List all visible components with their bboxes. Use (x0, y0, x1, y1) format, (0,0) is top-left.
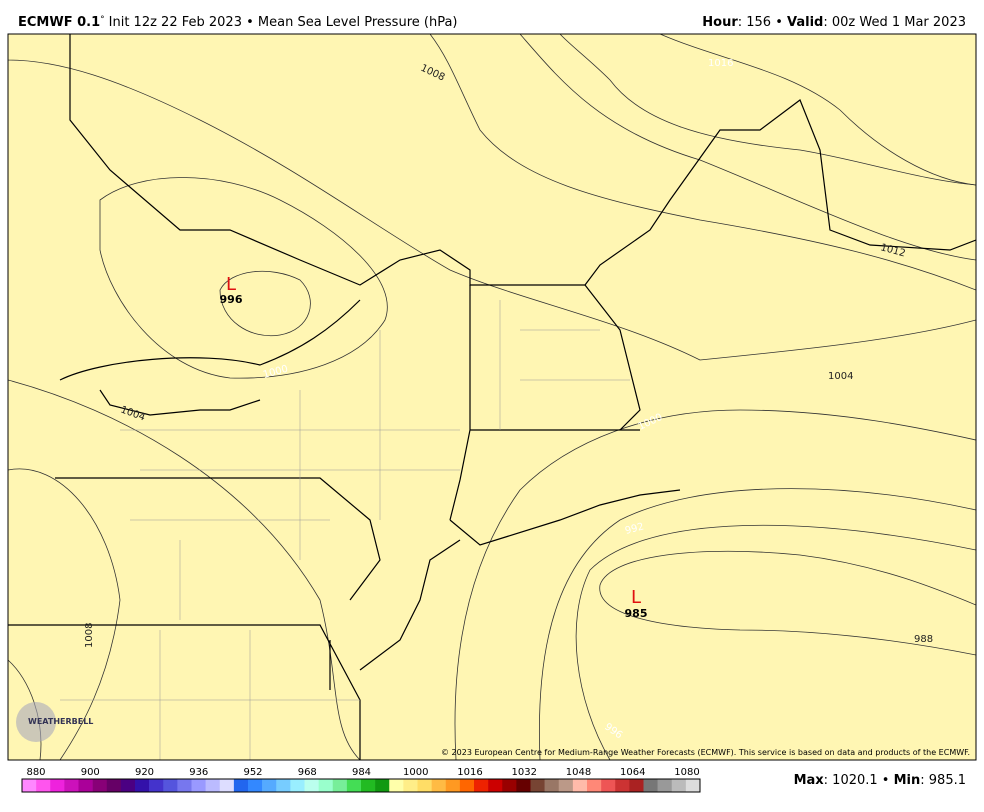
colorbar-swatch (375, 779, 390, 792)
colorbar-swatch (36, 779, 51, 792)
colorbar-swatch (361, 779, 376, 792)
colorbar-swatch (177, 779, 192, 792)
colorbar-swatch (615, 779, 630, 792)
map-frame (7, 33, 977, 761)
colorbar-swatch (120, 779, 136, 792)
colorbar-swatch (22, 779, 37, 792)
valid-key: Valid (787, 15, 823, 30)
hour-val: : 156 • (738, 15, 787, 30)
colorbar: 880 900 920 936 952 968 984 1000 1016 1032 1048 106… (21, 767, 701, 793)
colorbar-swatch (445, 779, 461, 792)
map (8, 34, 976, 760)
colorbar-swatch (459, 779, 475, 792)
colorbar-swatch (290, 779, 305, 792)
max-val: : 1020.1 • (824, 773, 894, 788)
colorbar-swatch (431, 779, 447, 792)
colorbar-swatch (163, 779, 178, 792)
header-left: ECMWF 0.1° Init 12z 22 Feb 2023 • Mean Se… (18, 15, 458, 30)
degree: ° (100, 15, 105, 25)
colorbar-swatch (346, 779, 362, 792)
colorbar-swatch (78, 779, 93, 792)
colorbar-swatch (629, 779, 644, 792)
contour-label: 992 (624, 521, 645, 537)
min-val: : 985.1 (920, 773, 966, 788)
logo: WEATHERBELL (28, 717, 93, 726)
colorbar-label: 1064 (620, 767, 645, 778)
model: ECMWF 0.1 (18, 15, 100, 30)
colorbar-swatch (530, 779, 545, 792)
colorbar-label: 1048 (566, 767, 591, 778)
colorbar-swatch (671, 779, 687, 792)
colorbar-swatch (191, 779, 206, 792)
colorbar-swatch (149, 779, 164, 792)
colorbar-swatch (516, 779, 531, 792)
colorbar-label: 920 (135, 767, 154, 778)
min-key: Min (894, 773, 921, 788)
colorbar-swatch (205, 779, 221, 792)
low-symbol: L (631, 587, 641, 608)
max-key: Max (794, 773, 825, 788)
colorbar-swatch (262, 779, 277, 792)
colorbar-label: 1000 (403, 767, 428, 778)
colorbar-swatch (106, 779, 122, 792)
colorbar-swatch (417, 779, 432, 792)
colorbar-swatch (572, 779, 588, 792)
colorbar-swatch (544, 779, 560, 792)
colorbar-swatch (50, 779, 65, 792)
colorbar-swatch (643, 779, 658, 792)
colorbar-label: 1016 (457, 767, 482, 778)
colorbar-label: 936 (189, 767, 208, 778)
low-value: 985 (625, 607, 648, 620)
colorbar-label: 900 (81, 767, 100, 778)
colorbar-label: 880 (26, 767, 45, 778)
contour-label: 988 (914, 634, 933, 645)
colorbar-label: 1032 (512, 767, 537, 778)
colorbar-swatch (587, 779, 602, 792)
hour-key: Hour (702, 15, 738, 30)
colorbar-swatch (219, 779, 235, 792)
contour-label: 1008 (84, 623, 95, 648)
low-symbol: L (226, 274, 236, 295)
colorbar-swatch (332, 779, 348, 792)
colorbar-swatch (685, 779, 701, 792)
colorbar-swatch (233, 779, 249, 792)
valid-val: : 00z Wed 1 Mar 2023 (823, 15, 966, 30)
low-value: 996 (220, 293, 243, 306)
colorbar-label: 952 (243, 767, 262, 778)
colorbar-swatch (64, 779, 79, 792)
colorbar-swatch (248, 779, 263, 792)
colorbar-swatch (92, 779, 108, 792)
colorbar-swatch (304, 779, 319, 792)
colorbar-swatch (318, 779, 334, 792)
colorbar-swatch (389, 779, 404, 792)
colorbar-swatch (601, 779, 616, 792)
colorbar-frame (21, 778, 701, 793)
colorbar-swatch (502, 779, 517, 792)
colorbar-swatch (135, 779, 150, 792)
colorbar-swatch (657, 779, 673, 792)
colorbar-swatch (403, 779, 418, 792)
colorbar-swatch (488, 779, 503, 792)
footer-stats: Max: 1020.1 • Min: 985.1 (794, 773, 966, 788)
contour-label: 1004 (828, 371, 853, 382)
colorbar-label: 968 (298, 767, 317, 778)
logo-globe (16, 702, 56, 742)
init: Init 12z 22 Feb 2023 • Mean Sea Level Pr… (109, 15, 458, 30)
credit: © 2023 European Centre for Medium-Range … (441, 748, 970, 757)
contour-label: 1016 (708, 58, 733, 69)
colorbar-swatch (474, 779, 489, 792)
colorbar-swatch (558, 779, 574, 792)
header-right: Hour: 156 • Valid: 00z Wed 1 Mar 2023 (702, 15, 966, 30)
colorbar-label: 1080 (674, 767, 699, 778)
colorbar-label: 984 (352, 767, 371, 778)
colorbar-swatch (276, 779, 291, 792)
